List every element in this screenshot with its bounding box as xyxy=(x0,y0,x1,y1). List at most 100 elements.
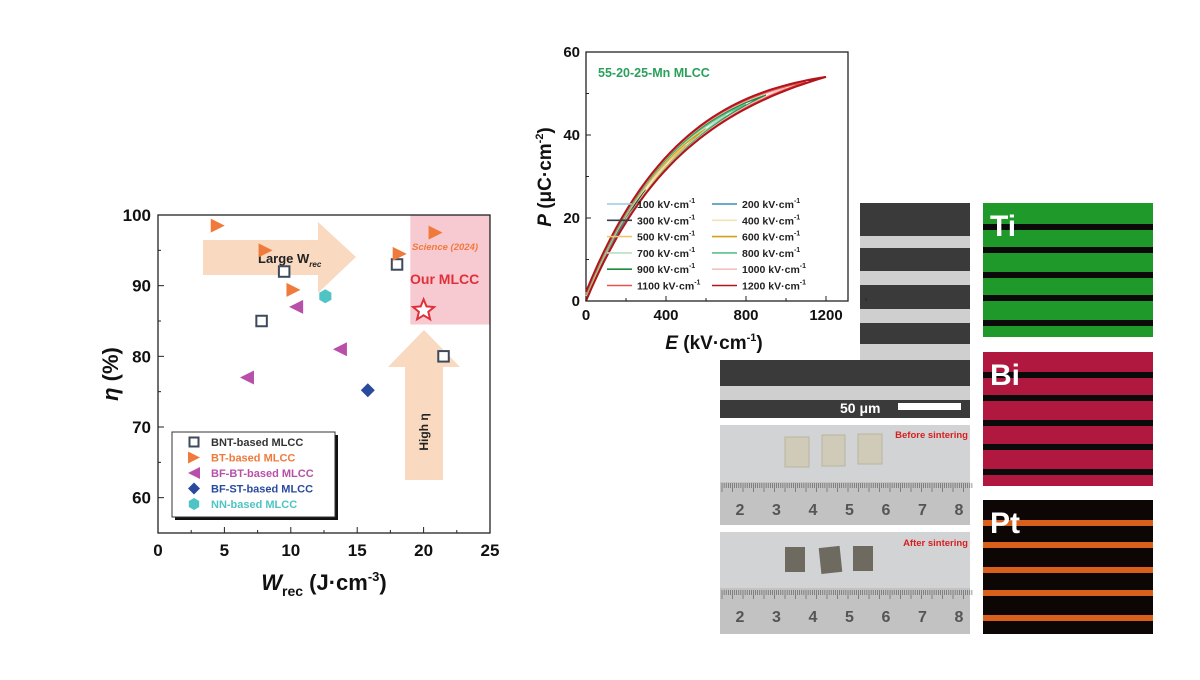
legend-label: BF-BT-based MLCC xyxy=(211,468,314,480)
data-point-right-triangle xyxy=(392,246,407,261)
x-tick-label: 400 xyxy=(653,307,678,324)
ruler-number: 2 xyxy=(736,609,745,626)
legend-label: 100 kV·cm-1 xyxy=(637,198,695,211)
y-tick-label: 70 xyxy=(132,418,151,437)
pe-loop-chart: 55-20-25-Mn MLCC 0 400 800 1200 0 20 40 60 100 … xyxy=(534,44,867,354)
y-tick-label: 90 xyxy=(132,277,151,296)
scatter-legend: BNT-based MLCC BT-based MLCC BF-BT-based M… xyxy=(171,431,338,520)
green-chip xyxy=(784,436,810,468)
data-point-left-triangle xyxy=(239,370,254,385)
science-2024-label: Science (2024) xyxy=(412,242,478,253)
after-sintering-label: After sintering xyxy=(903,538,968,549)
electrode-gap xyxy=(983,395,1153,401)
legend-label: 600 kV·cm-1 xyxy=(742,231,800,244)
x-tick-label: 10 xyxy=(281,541,300,560)
ruler xyxy=(720,588,970,634)
y-tick-label: 40 xyxy=(563,127,580,144)
pe-plot-backdrop xyxy=(540,35,860,360)
legend-label: BNT-based MLCC xyxy=(211,437,303,449)
data-point-open-square xyxy=(437,350,450,363)
high-eta-arrow xyxy=(388,330,460,480)
legend-marker xyxy=(188,451,200,464)
large-wrec-arrow xyxy=(203,222,356,293)
y-tick-label: 0 xyxy=(572,293,580,310)
green-chip xyxy=(857,433,883,465)
legend-label: 300 kV·cm-1 xyxy=(637,214,695,227)
data-point-left-triangle xyxy=(289,299,304,314)
legend-marker xyxy=(188,467,200,479)
y-tick-label: 100 xyxy=(123,206,151,225)
x-tick-label: 0 xyxy=(582,307,590,324)
electrode-gap xyxy=(983,272,1153,278)
legend-label: 700 kV·cm-1 xyxy=(637,247,695,260)
legend-marker xyxy=(188,482,200,495)
element-label: Ti xyxy=(990,210,1016,243)
eds-map-ti: Ti xyxy=(983,203,1153,337)
data-point-right-triangle xyxy=(286,282,301,297)
platinum-layer xyxy=(983,567,1153,573)
sintered-chip xyxy=(785,547,805,572)
large-wrec-label: Large Wrec xyxy=(258,251,322,269)
element-label: Pt xyxy=(990,507,1020,540)
legend-label: 200 kV·cm-1 xyxy=(742,198,800,211)
electrode-gap xyxy=(983,295,1153,301)
x-tick-label: 800 xyxy=(733,307,758,324)
scale-bar-label: 50 μm xyxy=(840,400,880,416)
pe-legend: 100 kV·cm-1 200 kV·cm-1 300 kV·cm-1 400 kV·… xyxy=(607,198,806,293)
efficiency-vs-energy-chart: Large Wrec High η Science (2024) Our MLC… xyxy=(98,206,499,599)
ruler-number: 6 xyxy=(882,502,891,519)
green-chip xyxy=(821,434,846,467)
sem-scale-bar: 50 μm xyxy=(840,400,961,416)
eds-map-pt: Pt xyxy=(983,500,1153,634)
ruler-ticks: 2 3 4 5 6 7 8 xyxy=(721,590,973,626)
ruler xyxy=(720,482,970,525)
y-tick-label: 80 xyxy=(132,347,151,366)
eds-maps: Ti Bi Pt xyxy=(983,203,1153,634)
ruler-number: 6 xyxy=(882,609,891,626)
platinum-layer xyxy=(983,542,1153,548)
eds-map-bi: Bi xyxy=(983,352,1153,486)
data-point-right-triangle xyxy=(210,218,225,233)
ruler-number: 4 xyxy=(809,609,818,626)
high-eta-label: High η xyxy=(417,413,431,450)
our-mlcc-star-point xyxy=(410,296,437,322)
y-tick-label: 60 xyxy=(132,489,151,508)
ruler-number: 3 xyxy=(772,609,781,626)
ruler-number: 4 xyxy=(809,502,818,519)
x-tick-label: 25 xyxy=(481,541,500,560)
before-sintering-label: Before sintering xyxy=(895,430,968,441)
element-label: Bi xyxy=(990,359,1020,392)
legend-marker xyxy=(188,436,200,448)
electrode-gap xyxy=(983,372,1153,378)
ruler-number: 7 xyxy=(918,609,927,626)
legend-label: 900 kV·cm-1 xyxy=(637,263,695,276)
sintered-chip xyxy=(853,546,873,571)
legend-label: 400 kV·cm-1 xyxy=(742,214,800,227)
platinum-layer xyxy=(983,590,1153,596)
x-tick-label: 0 xyxy=(153,541,162,560)
x-tick-label: 15 xyxy=(348,541,367,560)
y-tick-label: 20 xyxy=(563,210,580,227)
photo-before-sintering: Before sintering 2 3 4 5 6 7 8 xyxy=(720,425,973,525)
legend-label: 800 kV·cm-1 xyxy=(742,247,800,260)
electrode-gap xyxy=(983,224,1153,230)
pe-x-axis-label: E (kV·cm-1) xyxy=(665,332,762,354)
legend-label: 1000 kV·cm-1 xyxy=(742,263,806,276)
pe-chart-title: 55-20-25-Mn MLCC xyxy=(598,66,710,80)
electrode-gap xyxy=(983,444,1153,450)
scatter-y-axis-label: η (%) xyxy=(98,347,123,401)
electrode-gap xyxy=(983,247,1153,253)
electrode-gap xyxy=(983,320,1153,326)
data-point-right-triangle xyxy=(428,225,443,240)
legend-label: BT-based MLCC xyxy=(211,453,295,465)
electrode-gap xyxy=(983,420,1153,426)
ruler-number: 2 xyxy=(736,502,745,519)
platinum-layer xyxy=(983,615,1153,621)
sintered-chip xyxy=(818,545,843,574)
data-point-right-triangle xyxy=(258,243,273,258)
x-tick-label: 5 xyxy=(220,541,229,560)
data-point-hexagon xyxy=(319,289,332,304)
y-tick-label: 60 xyxy=(563,44,580,61)
data-point-open-square xyxy=(390,258,404,271)
